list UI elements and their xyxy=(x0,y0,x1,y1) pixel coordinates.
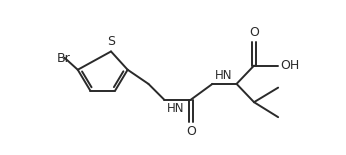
Text: S: S xyxy=(107,35,115,48)
Text: HN: HN xyxy=(167,102,184,115)
Text: O: O xyxy=(249,26,259,39)
Text: Br: Br xyxy=(57,52,71,65)
Text: O: O xyxy=(186,125,196,138)
Text: OH: OH xyxy=(281,59,300,72)
Text: HN: HN xyxy=(215,69,233,82)
